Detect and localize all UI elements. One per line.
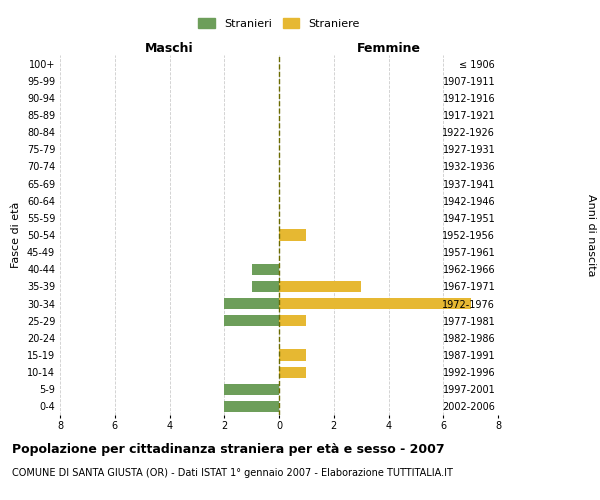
Text: Popolazione per cittadinanza straniera per età e sesso - 2007: Popolazione per cittadinanza straniera p… [12, 442, 445, 456]
Bar [224, 298, 279, 309]
Bar [279, 281, 361, 292]
Legend: Stranieri, Straniere: Stranieri, Straniere [194, 14, 364, 34]
Y-axis label: Fasce di età: Fasce di età [11, 202, 21, 268]
Bar [251, 281, 279, 292]
Bar [279, 230, 307, 240]
Bar [224, 401, 279, 412]
Bar [279, 366, 307, 378]
Text: Maschi: Maschi [145, 42, 194, 55]
Text: COMUNE DI SANTA GIUSTA (OR) - Dati ISTAT 1° gennaio 2007 - Elaborazione TUTTITAL: COMUNE DI SANTA GIUSTA (OR) - Dati ISTAT… [12, 468, 453, 477]
Bar [224, 384, 279, 395]
Text: Anni di nascita: Anni di nascita [586, 194, 596, 276]
Bar [279, 350, 307, 360]
Bar [224, 315, 279, 326]
Text: Femmine: Femmine [356, 42, 421, 55]
Bar [279, 298, 470, 309]
Bar [251, 264, 279, 275]
Bar [279, 315, 307, 326]
